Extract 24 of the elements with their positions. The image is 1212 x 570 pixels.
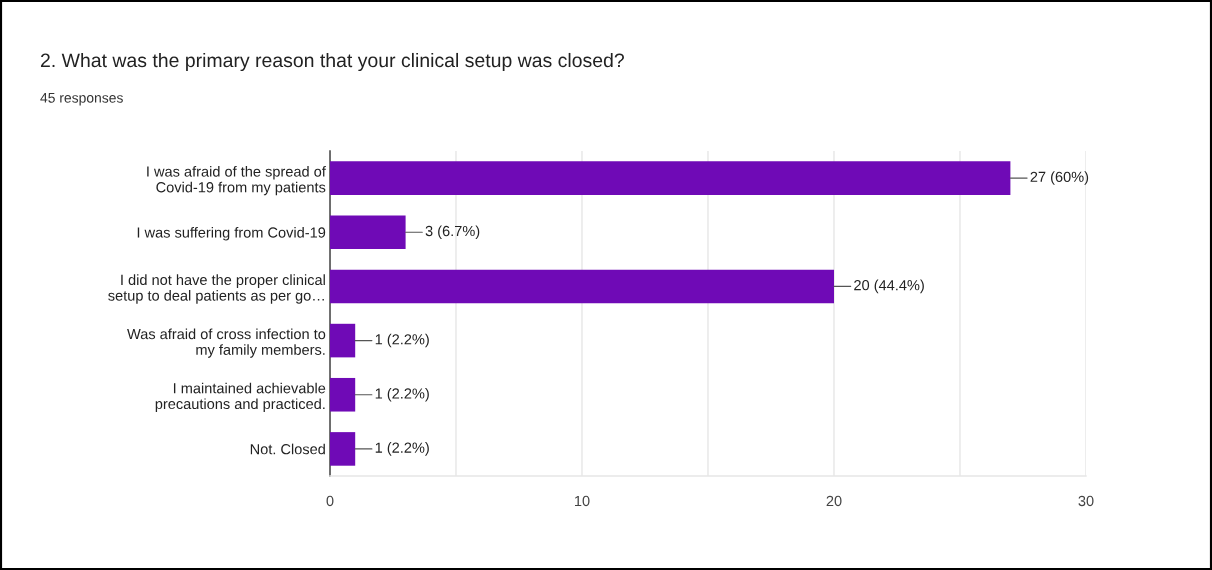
data-label: 1 (2.2%): [375, 333, 429, 348]
data-label: 1 (2.2%): [375, 387, 429, 402]
data-label: 27 (60%): [1030, 171, 1089, 185]
x-tick-label: 10: [575, 495, 590, 507]
y-tick-label: I maintained achievable precautions and practiced.: [155, 382, 326, 412]
bar: [330, 269, 834, 304]
data-label: 3 (6.7%): [425, 225, 480, 240]
data-label: 20 (44.4%): [854, 279, 924, 294]
bar: [330, 323, 356, 358]
data-label: 1 (2.2%): [375, 442, 429, 456]
bar: [330, 215, 406, 250]
bar: [330, 161, 1011, 195]
bar: [330, 432, 356, 466]
x-tick-label: 20: [826, 495, 842, 507]
y-tick-label: I was suffering from Covid-19: [137, 226, 326, 241]
bar: [330, 377, 356, 412]
y-tick-label: I was afraid of the spread of Covid-19 from my patients: [147, 166, 326, 196]
x-tick-label: 30: [1078, 495, 1094, 507]
y-tick-label: Was afraid of cross infection to my family members.: [127, 328, 326, 358]
y-tick-label: Not. Closed: [250, 443, 325, 455]
chart-title: 2. What was the primary reason that your clinical setup was closed?: [40, 52, 624, 72]
y-tick-label: I did not have the proper clinical setup to deal patients as per go…: [108, 274, 325, 304]
x-tick-label: 0: [326, 495, 334, 507]
text: 45 responses: [40, 93, 123, 106]
